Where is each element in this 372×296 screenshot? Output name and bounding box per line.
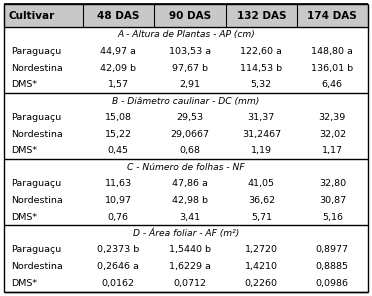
Text: 36,62: 36,62 [248,196,275,205]
Text: 0,76: 0,76 [108,213,129,222]
Text: 0,0712: 0,0712 [173,279,206,288]
Text: A - Altura de Plantas - AP (cm): A - Altura de Plantas - AP (cm) [117,30,255,39]
Text: 32,02: 32,02 [319,130,346,139]
Text: Paraguaçu: Paraguaçu [11,113,61,122]
Text: 90 DAS: 90 DAS [169,11,211,21]
Text: 11,63: 11,63 [105,179,132,188]
Text: 1,6229 a: 1,6229 a [169,262,211,271]
Text: Nordestina: Nordestina [11,64,63,73]
Text: 29,0667: 29,0667 [170,130,209,139]
Text: 1,2720: 1,2720 [245,245,278,254]
Text: 1,57: 1,57 [108,80,129,89]
Text: 103,53 a: 103,53 a [169,47,211,56]
Text: 42,98 b: 42,98 b [172,196,208,205]
Text: 15,08: 15,08 [105,113,132,122]
Text: C - Número de folhas - NF: C - Número de folhas - NF [127,163,245,172]
Text: Paraguaçu: Paraguaçu [11,245,61,254]
Text: 1,19: 1,19 [251,147,272,155]
Text: 3,41: 3,41 [179,213,201,222]
Text: 1,4210: 1,4210 [245,262,278,271]
Text: DMS*: DMS* [11,147,37,155]
Text: 47,86 a: 47,86 a [172,179,208,188]
Text: Nordestina: Nordestina [11,196,63,205]
Text: 1,5440 b: 1,5440 b [169,245,211,254]
Text: 97,67 b: 97,67 b [172,64,208,73]
Text: 5,32: 5,32 [251,80,272,89]
Text: Nordestina: Nordestina [11,262,63,271]
Text: 41,05: 41,05 [248,179,275,188]
Text: Paraguaçu: Paraguaçu [11,47,61,56]
Text: 0,2646 a: 0,2646 a [97,262,139,271]
Text: 0,0986: 0,0986 [316,279,349,288]
Text: 174 DAS: 174 DAS [307,11,357,21]
Text: 0,45: 0,45 [108,147,129,155]
Text: DMS*: DMS* [11,279,37,288]
Text: 0,8977: 0,8977 [316,245,349,254]
Text: Nordestina: Nordestina [11,130,63,139]
Text: 44,97 a: 44,97 a [100,47,136,56]
Text: 114,53 b: 114,53 b [240,64,282,73]
Text: DMS*: DMS* [11,213,37,222]
Text: B - Diâmetro caulinar - DC (mm): B - Diâmetro caulinar - DC (mm) [112,96,260,106]
Text: 32,39: 32,39 [319,113,346,122]
Text: 0,2260: 0,2260 [245,279,278,288]
Text: 29,53: 29,53 [176,113,203,122]
Text: 15,22: 15,22 [105,130,132,139]
Text: 136,01 b: 136,01 b [311,64,353,73]
Text: 122,60 a: 122,60 a [240,47,282,56]
Text: 10,97: 10,97 [105,196,132,205]
Text: 0,68: 0,68 [179,147,200,155]
Text: 1,17: 1,17 [322,147,343,155]
Text: 32,80: 32,80 [319,179,346,188]
Text: 42,09 b: 42,09 b [100,64,136,73]
Text: 132 DAS: 132 DAS [237,11,286,21]
Text: 31,37: 31,37 [248,113,275,122]
Text: 2,91: 2,91 [179,80,200,89]
Text: 48 DAS: 48 DAS [97,11,140,21]
Text: 0,2373 b: 0,2373 b [97,245,140,254]
Text: 5,16: 5,16 [322,213,343,222]
Text: 6,46: 6,46 [322,80,343,89]
Text: Cultivar: Cultivar [8,11,54,21]
Text: DMS*: DMS* [11,80,37,89]
Text: Paraguaçu: Paraguaçu [11,179,61,188]
Text: 5,71: 5,71 [251,213,272,222]
Text: 0,8885: 0,8885 [316,262,349,271]
Text: 30,87: 30,87 [319,196,346,205]
Text: D - Área foliar - AF (m²): D - Área foliar - AF (m²) [133,229,239,238]
Text: 31,2467: 31,2467 [242,130,281,139]
Text: 148,80 a: 148,80 a [311,47,353,56]
Text: 0,0162: 0,0162 [102,279,135,288]
